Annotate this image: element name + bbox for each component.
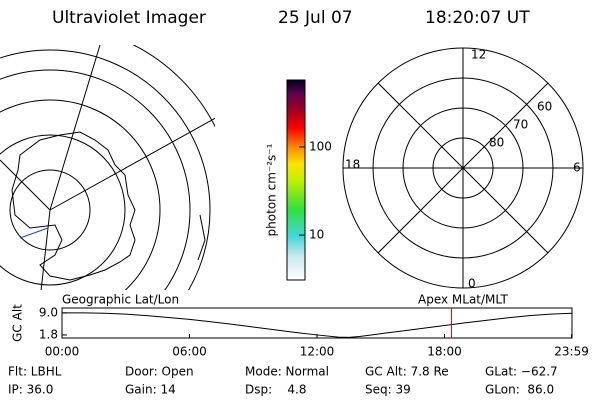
x-tick-label: 23:59 xyxy=(554,345,589,359)
instrument: Ultraviolet Imager xyxy=(52,8,206,28)
status-field: IP: 36.0 xyxy=(8,383,53,397)
status-field: GC Alt: 7.8 Re xyxy=(365,365,449,379)
lat-circle xyxy=(372,77,554,259)
annotation: Geographic Lat/Lon xyxy=(62,293,179,307)
geo-map xyxy=(0,45,215,290)
status-field: Door: Open xyxy=(125,365,194,379)
mlt-label: 0 xyxy=(468,277,476,291)
colorbar xyxy=(286,79,306,281)
date: 25 Jul 07 xyxy=(278,8,353,28)
x-tick-label: 12:00 xyxy=(300,345,335,359)
status-field: Mode: Normal xyxy=(245,365,329,379)
lat-label: 80 xyxy=(489,135,504,149)
polar-grid xyxy=(342,47,584,289)
status-field: Flt: LBHL xyxy=(8,365,62,379)
time: 18:20:07 UT xyxy=(425,8,530,28)
lat-label: 60 xyxy=(537,99,552,113)
lat-label: 70 xyxy=(513,117,528,131)
x-tick-label: 18:00 xyxy=(427,345,462,359)
y-axis-label: GC Alt xyxy=(11,304,25,342)
x-tick-label: 06:00 xyxy=(172,345,207,359)
colorbar-tick-label: 10 xyxy=(309,228,324,242)
y-tick-label: 9.0 xyxy=(39,305,58,319)
annotation: Apex MLat/MLT xyxy=(418,293,508,307)
lat-circle xyxy=(432,137,494,199)
status-field: Dsp: 4.8 xyxy=(245,383,307,397)
status-field: GLat: −62.7 xyxy=(485,365,558,379)
lat-circle xyxy=(402,107,524,229)
x-tick-label: 00:00 xyxy=(45,345,80,359)
plot-frame xyxy=(61,307,573,339)
status-field: Seq: 39 xyxy=(365,383,411,397)
colorbar-label: photon cm⁻²s⁻¹ xyxy=(265,143,279,236)
y-tick-label: 1.8 xyxy=(39,327,58,341)
mlt-label: 6 xyxy=(573,161,581,175)
status-field: GLon: 86.0 xyxy=(485,383,554,397)
altitude-line xyxy=(62,312,573,338)
status-field: Gain: 14 xyxy=(125,383,176,397)
mlt-label: 12 xyxy=(471,48,486,62)
mlt-label: 18 xyxy=(345,158,360,172)
colorbar-tick-label: 100 xyxy=(309,139,332,153)
